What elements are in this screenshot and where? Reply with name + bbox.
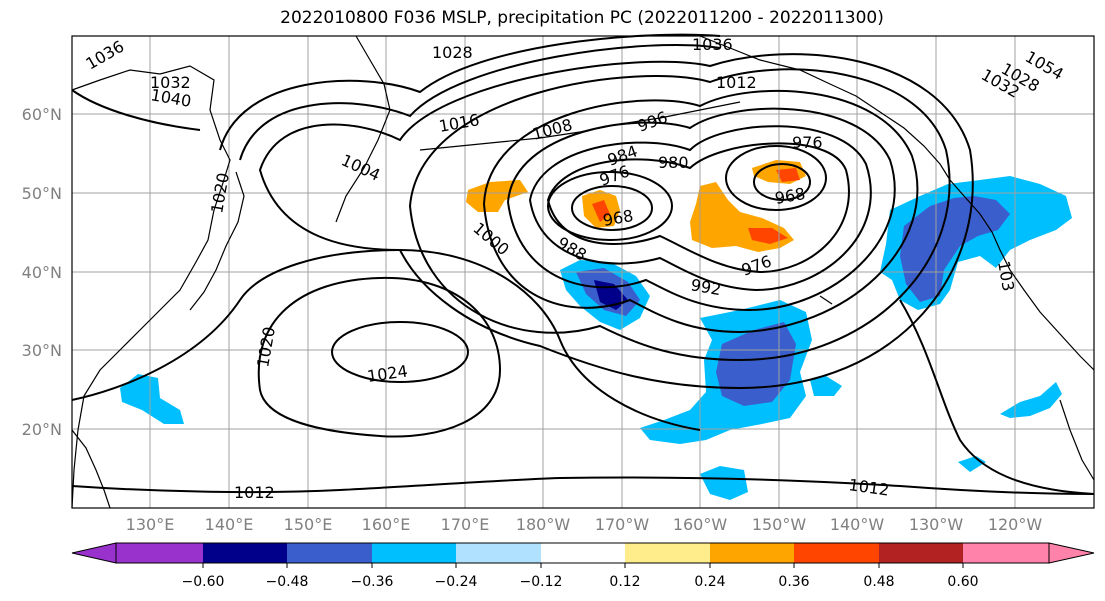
lon-tick-labels: 130°E 140°E 150°E 160°E 170°E 180°W 170°… bbox=[126, 515, 1043, 534]
lon-tick-label: 130°W bbox=[909, 515, 964, 534]
contour-label: 980 bbox=[658, 153, 689, 172]
lat-tick-labels: 60°N 50°N 40°N 30°N 20°N bbox=[22, 105, 62, 439]
precip-positive-core-4 bbox=[776, 168, 800, 182]
lat-tick-label: 20°N bbox=[22, 420, 62, 439]
colorbar-tick-label: −0.60 bbox=[182, 574, 225, 590]
lon-tick-label: 130°E bbox=[126, 515, 175, 534]
isobar-1012-e bbox=[899, 299, 1095, 495]
colorbar-tick-label: −0.12 bbox=[520, 574, 563, 590]
lon-tick-label: 140°E bbox=[205, 515, 254, 534]
colorbar-swatch bbox=[372, 543, 456, 563]
lon-tick-label: 160°W bbox=[673, 515, 728, 534]
contour-label: 976 bbox=[792, 133, 823, 152]
lon-tick-label: 160°E bbox=[362, 515, 411, 534]
coast-philippines bbox=[71, 429, 111, 509]
isobar-1020-w bbox=[71, 89, 201, 131]
colorbar-swatch bbox=[541, 543, 625, 563]
precip-negative-area-8 bbox=[810, 376, 842, 396]
precip-negative-area-6 bbox=[700, 466, 748, 500]
colorbar-tick-label: −0.24 bbox=[435, 574, 478, 590]
colorbar-tick-label: 0.60 bbox=[947, 574, 978, 590]
colorbar-swatch bbox=[456, 543, 541, 563]
coast-hawaii bbox=[819, 295, 833, 305]
isobar-1016-s bbox=[71, 248, 701, 431]
colorbar-arrow-left bbox=[71, 542, 117, 564]
contour-label: 1032 bbox=[150, 73, 191, 92]
colorbar-swatch bbox=[963, 543, 1049, 563]
lon-tick-label: 170°W bbox=[595, 515, 650, 534]
isobar-976-a bbox=[547, 171, 673, 241]
colorbar-arrow-right bbox=[1048, 542, 1095, 564]
lon-tick-label: 140°W bbox=[830, 515, 885, 534]
isobar-988 bbox=[506, 107, 896, 312]
colorbar-tick-label: −0.48 bbox=[266, 574, 309, 590]
contour-label: 1012 bbox=[234, 483, 275, 502]
colorbar-swatch bbox=[116, 543, 203, 563]
isobar-992 bbox=[482, 89, 919, 334]
colorbar: −0.60 −0.48 −0.36 −0.24 −0.12 0.12 0.24 … bbox=[71, 542, 1095, 590]
coast-asia bbox=[71, 65, 231, 509]
lat-tick-label: 30°N bbox=[22, 341, 62, 360]
colorbar-swatch bbox=[203, 543, 287, 563]
contour-label: 1012 bbox=[716, 73, 757, 92]
precip-positive-core-2 bbox=[592, 200, 610, 222]
isobar-1000 bbox=[408, 68, 951, 362]
colorbar-ticks bbox=[202, 563, 964, 568]
lat-tick-label: 40°N bbox=[22, 263, 62, 282]
colorbar-frame bbox=[115, 542, 1050, 564]
lon-tick-label: 170°E bbox=[441, 515, 490, 534]
colorbar-tick-label: 0.48 bbox=[863, 574, 894, 590]
coast-japan bbox=[189, 171, 245, 311]
isobar-1008 bbox=[239, 43, 721, 161]
isobar-1024 bbox=[331, 321, 469, 383]
coast-baja bbox=[1059, 399, 1095, 481]
colorbar-tick-labels: −0.60 −0.48 −0.36 −0.24 −0.12 0.12 0.24 … bbox=[182, 574, 979, 590]
lon-tick-label: 150°W bbox=[752, 515, 807, 534]
precip-negative-core-3 bbox=[900, 196, 1010, 302]
coast-kamchatka bbox=[335, 35, 391, 223]
coast-north-america bbox=[949, 179, 1095, 371]
map-frame bbox=[71, 35, 1095, 509]
precip-negative-area-4 bbox=[120, 374, 184, 424]
contour-label: 1036 bbox=[692, 35, 733, 54]
precip-positive-core-3 bbox=[748, 228, 788, 244]
mslp-contours bbox=[71, 33, 1095, 495]
isobar-968-a bbox=[571, 185, 653, 231]
isobar-984 bbox=[528, 125, 872, 292]
isobar-976-b bbox=[725, 145, 827, 211]
colorbar-swatch bbox=[287, 543, 372, 563]
colorbar-swatch bbox=[710, 543, 794, 563]
isobar-980 bbox=[546, 142, 850, 274]
colorbar-tick-label: 0.24 bbox=[694, 574, 725, 590]
lon-tick-label: 120°W bbox=[988, 515, 1043, 534]
colorbar-tick-label: 0.36 bbox=[778, 574, 809, 590]
contour-label: 1028 bbox=[432, 43, 473, 62]
lon-tick-label: 150°E bbox=[284, 515, 333, 534]
colorbar-tick-label: −0.36 bbox=[351, 574, 394, 590]
lat-tick-label: 60°N bbox=[22, 105, 62, 124]
lon-tick-label: 180°W bbox=[516, 515, 571, 534]
precip-positive-area-1 bbox=[466, 180, 528, 212]
colorbar-tick-label: 0.12 bbox=[609, 574, 640, 590]
colorbar-swatch bbox=[625, 543, 710, 563]
isobar-968-b bbox=[753, 163, 811, 201]
colorbar-swatch bbox=[794, 543, 879, 563]
map-title: 2022010800 F036 MSLP, precipitation PC (… bbox=[280, 8, 884, 28]
isobar-1004 bbox=[258, 53, 974, 390]
colorbar-swatch bbox=[879, 543, 963, 563]
lat-tick-label: 50°N bbox=[22, 184, 62, 203]
isobar-1012-s bbox=[71, 476, 1095, 495]
isobar-1020 bbox=[257, 276, 502, 438]
